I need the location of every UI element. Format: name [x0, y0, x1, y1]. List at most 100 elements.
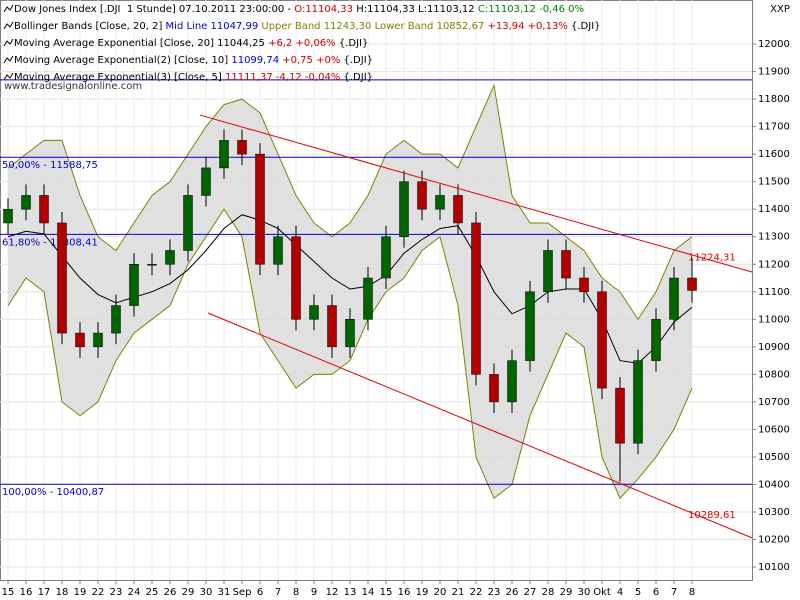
candle-body [363, 277, 373, 320]
x-tick-label: Okt [593, 587, 611, 598]
legend-icon [3, 21, 14, 30]
candle-body [219, 140, 229, 169]
candle-body [597, 291, 607, 389]
x-tick-label: 9 [311, 587, 317, 598]
legend-segment: Moving Average Exponential(3) [Close, 5] [14, 72, 225, 83]
candle-body [165, 250, 175, 265]
band-upper [7, 83, 693, 321]
channel-label: 10289,61 [688, 510, 736, 521]
legend-line: Bollinger Bands [Close, 20, 2] Mid Line … [14, 21, 601, 32]
y-tick-label: 10800 [758, 369, 790, 380]
legend-line: Moving Average Exponential(2) [Close, 10… [14, 55, 373, 66]
legend-segment: Moving Average Exponential [Close, 20] 1… [14, 38, 268, 49]
legend-segment: +6,2 +0,06% [268, 38, 339, 49]
y-tick-label: 12000 [758, 39, 790, 50]
x-tick-label: 7 [671, 587, 677, 598]
x-tick-label: 16 [398, 587, 411, 598]
x-tick-label: 13 [344, 587, 357, 598]
legend-segment: {.DJI} [344, 72, 374, 83]
legend-segment: 11111,37 -4,12 -0,04% [225, 72, 344, 83]
x-tick-label: 30 [578, 587, 591, 598]
y-tick-label: 10900 [758, 342, 790, 353]
candle-body [129, 264, 139, 306]
legend-line: Moving Average Exponential(3) [Close, 5]… [14, 72, 373, 83]
channel-line [207, 312, 753, 539]
legend-segment: Moving Average Exponential(2) [Close, 10… [14, 55, 231, 66]
x-tick-label: 15 [2, 587, 15, 598]
candle-body [3, 208, 13, 224]
candle-body [399, 181, 409, 237]
legend-segment: O:11104,33 [294, 4, 356, 15]
candle-body [93, 332, 103, 348]
x-tick-label: 23 [110, 587, 123, 598]
x-tick-label: 29 [560, 587, 573, 598]
band-lower [7, 208, 693, 500]
legend-segment: H:11104,33 L:11103,12 [356, 4, 478, 15]
x-tick-label: 4 [617, 587, 623, 598]
candle-body [273, 236, 283, 265]
legend-segment: Dow Jones Index [.DJI 1 Stunde] 07.10.20… [14, 4, 294, 15]
band-area [8, 85, 692, 499]
candle-body [21, 195, 31, 210]
legend-icon [3, 55, 14, 64]
candle-body [255, 153, 265, 265]
y-tick-label: 11200 [758, 259, 790, 270]
y-tick-label: 10700 [758, 397, 790, 408]
legend-segment: +13,94 +0,13% [487, 21, 571, 32]
candle-body [201, 167, 211, 196]
candle-body [687, 277, 697, 291]
y-tick-label: 10500 [758, 452, 790, 463]
candle-body [453, 195, 463, 224]
x-tick-label: 20 [434, 587, 447, 598]
candle-body [75, 332, 85, 348]
channel-line [199, 114, 753, 273]
y-tick-label: 11400 [758, 204, 790, 215]
x-tick-label: 8 [689, 587, 695, 598]
x-tick-label: 14 [362, 587, 375, 598]
plot-frame [0, 0, 753, 581]
legend-segment: Bollinger Bands [Close, 20, 2] [14, 21, 166, 32]
candle-body [561, 250, 571, 279]
x-tick-label: 26 [506, 587, 519, 598]
candle-body [183, 195, 193, 251]
x-tick-label: 12 [326, 587, 339, 598]
y-tick-label: 10300 [758, 507, 790, 518]
candle-body [381, 236, 391, 279]
legend-line: Moving Average Exponential [Close, 20] 1… [14, 38, 368, 49]
candle-body [147, 264, 157, 266]
candle-body [669, 277, 679, 320]
candle-body [651, 319, 661, 361]
x-tick-label: 19 [416, 587, 429, 598]
x-tick-label: 31 [218, 587, 231, 598]
x-tick-label: 18 [56, 587, 69, 598]
legend-segment: Mid Line 11047,99 [166, 21, 262, 32]
candle-body [489, 374, 499, 403]
y-tick-label: 11300 [758, 232, 790, 243]
candle-body [237, 140, 247, 155]
legend-segment: Upper Band 11243,30 Lower Band 10852,67 [261, 21, 487, 32]
x-tick-label: 23 [488, 587, 501, 598]
legend-line: Dow Jones Index [.DJI 1 Stunde] 07.10.20… [14, 4, 584, 15]
x-tick-label: 27 [524, 587, 537, 598]
candle-body [579, 277, 589, 293]
x-tick-label: 29 [182, 587, 195, 598]
x-tick-label: 22 [470, 587, 483, 598]
y-tick-label: 11100 [758, 287, 790, 298]
x-tick-label: 24 [128, 587, 141, 598]
candle-body [309, 305, 319, 320]
y-tick-label: 10200 [758, 535, 790, 546]
x-tick-label: 21 [452, 587, 465, 598]
y-tick-label: 10100 [758, 562, 790, 573]
x-tick-label: 6 [257, 587, 263, 598]
channel-label: 11224,31 [688, 253, 736, 264]
y-tick-label: 11500 [758, 177, 790, 188]
watermark: www.tradesignalonline.com [4, 81, 142, 92]
y-tick-label: 10600 [758, 424, 790, 435]
x-tick-label: 5 [635, 587, 641, 598]
y-tick-label: 11000 [758, 314, 790, 325]
candle-body [525, 291, 535, 361]
y-tick-label: 11700 [758, 122, 790, 133]
legend-segment: {.DJI} [344, 55, 374, 66]
x-tick-label: 6 [653, 587, 659, 598]
